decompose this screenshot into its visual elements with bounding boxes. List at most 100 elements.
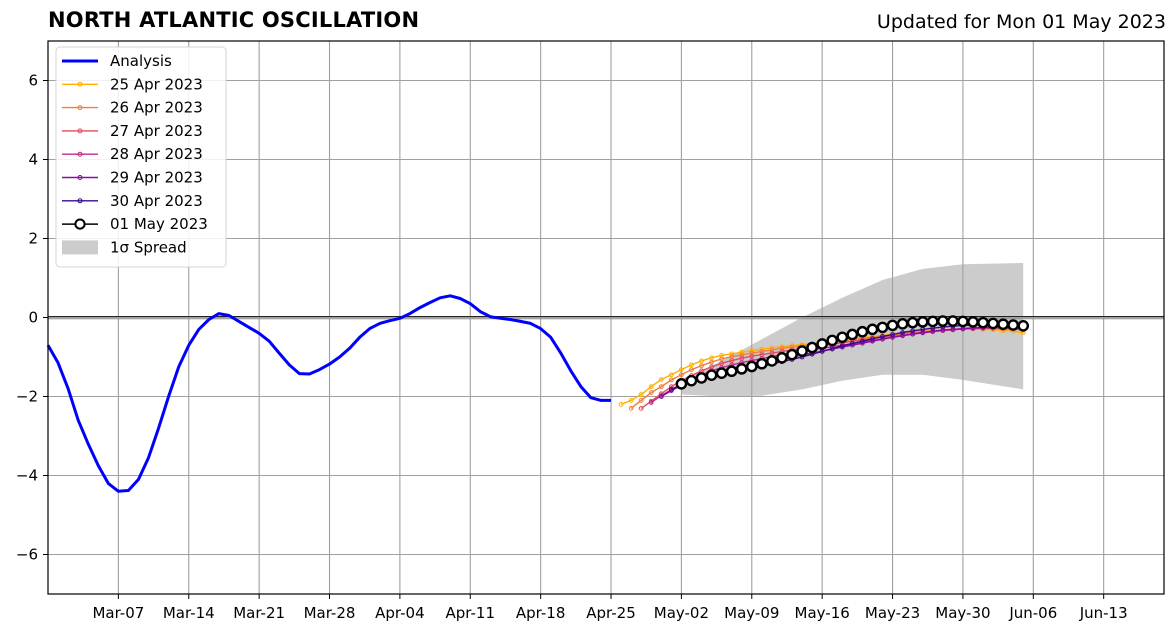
- forecast-point: [668, 377, 674, 383]
- y-tick-label: 4: [28, 151, 38, 169]
- legend-swatch-marker: [77, 105, 83, 111]
- forecast-point: [900, 333, 905, 339]
- current-point: [856, 325, 869, 338]
- forecast-point: [950, 326, 956, 332]
- current-point: [816, 338, 828, 350]
- forecast-point: [638, 405, 644, 411]
- legend-label: Analysis: [110, 52, 172, 70]
- forecast-point: [910, 328, 916, 334]
- x-tick-label: Apr-25: [586, 604, 636, 622]
- x-tick-label: Mar-21: [233, 604, 285, 622]
- legend-label: 01 May 2023: [110, 215, 208, 233]
- current-point: [725, 365, 738, 378]
- forecast-point: [880, 334, 885, 339]
- x-tick-label: May-09: [724, 604, 779, 622]
- legend-swatch-marker: [77, 151, 83, 157]
- forecast-point: [930, 328, 936, 334]
- current-point: [1007, 319, 1019, 331]
- legend-swatch-marker: [77, 175, 83, 180]
- forecast-point: [779, 345, 785, 351]
- axis-layer: Mar-07 Mar-14 Mar-21 Mar-28 Apr-04 Apr-11 Apr-…: [16, 40, 1165, 622]
- forecast-point: [679, 367, 684, 373]
- y-tick-label: 6: [28, 72, 38, 90]
- forecast-point: [839, 343, 845, 349]
- forecast-point: [668, 386, 674, 392]
- forecast-point: [729, 351, 735, 357]
- legend-swatch-marker: [74, 218, 86, 230]
- current-point: [987, 317, 999, 330]
- x-tick-label: May-16: [795, 604, 850, 622]
- current-point: [836, 331, 849, 344]
- current-point: [906, 316, 919, 329]
- legend-label: 28 Apr 2023: [110, 145, 203, 163]
- forecast-point: [920, 330, 926, 335]
- current-point: [916, 316, 929, 328]
- current-point: [977, 316, 989, 329]
- forecast-point: [658, 394, 664, 399]
- forecast-point: [668, 372, 674, 378]
- y-tick-label: −4: [16, 467, 38, 485]
- legend-box: [55, 46, 227, 268]
- current-point: [1017, 319, 1030, 332]
- legend-swatch-marker: [77, 198, 83, 204]
- legend-swatch-marker: [77, 81, 83, 87]
- current-point: [997, 318, 1009, 331]
- current-point: [735, 363, 748, 375]
- forecast-point: [628, 405, 634, 411]
- forecast-point: [709, 359, 714, 365]
- current-point: [937, 315, 949, 327]
- forecast-point: [638, 392, 644, 397]
- forecast-point: [699, 363, 704, 369]
- current-point: [796, 345, 808, 357]
- forecast-point: [739, 355, 745, 361]
- current-point: [776, 351, 788, 364]
- forecast-point: [658, 384, 664, 390]
- current-point: [766, 355, 778, 367]
- forecast-point: [910, 331, 916, 337]
- forecast-point: [648, 384, 654, 390]
- current-point: [695, 372, 708, 384]
- current-point: [886, 319, 899, 332]
- y-tick-label: 2: [28, 230, 38, 248]
- x-tick-label: Apr-18: [516, 604, 566, 622]
- x-tick-label: Jun-13: [1079, 604, 1128, 622]
- legend: Analysis 25 Apr 2023 26 Apr 2023 27 Apr 202…: [55, 46, 227, 268]
- x-tick-label: Mar-14: [163, 604, 215, 622]
- forecast-point: [749, 353, 755, 359]
- current-point: [675, 378, 688, 390]
- x-tick-label: Mar-28: [304, 604, 356, 622]
- grid-layer: [48, 41, 1164, 594]
- y-tick-label: 0: [28, 309, 38, 327]
- legend-label: 25 Apr 2023: [110, 75, 203, 93]
- forecast-point: [769, 347, 775, 353]
- current-point: [756, 357, 768, 370]
- forecast-point: [709, 355, 714, 361]
- current-point: [866, 323, 879, 336]
- forecast-point: [870, 336, 875, 342]
- x-tick-label: Mar-07: [92, 604, 144, 622]
- forecast-point: [679, 372, 684, 378]
- forecast-point: [900, 330, 905, 335]
- x-tick-label: May-02: [654, 604, 709, 622]
- current-point: [957, 315, 969, 328]
- x-tick-label: May-30: [935, 604, 990, 622]
- current-point: [926, 315, 939, 328]
- y-tick-label: −2: [16, 388, 38, 406]
- y-tick-label: −6: [16, 546, 38, 564]
- forecast-point: [699, 358, 704, 364]
- forecast-point: [689, 367, 694, 373]
- x-tick-label: Apr-11: [446, 604, 496, 622]
- legend-swatch-spread: [62, 240, 98, 255]
- current-point: [947, 315, 959, 327]
- legend-label: 26 Apr 2023: [110, 99, 203, 117]
- x-tick-label: Apr-04: [375, 604, 425, 622]
- forecast-point: [880, 336, 885, 342]
- current-point: [685, 374, 698, 387]
- current-point: [967, 316, 979, 328]
- current-point: [715, 367, 728, 379]
- series-layer: [46, 294, 1030, 493]
- forecast-point: [729, 358, 735, 363]
- forecast-point: [940, 327, 946, 333]
- forecast-point: [658, 377, 664, 382]
